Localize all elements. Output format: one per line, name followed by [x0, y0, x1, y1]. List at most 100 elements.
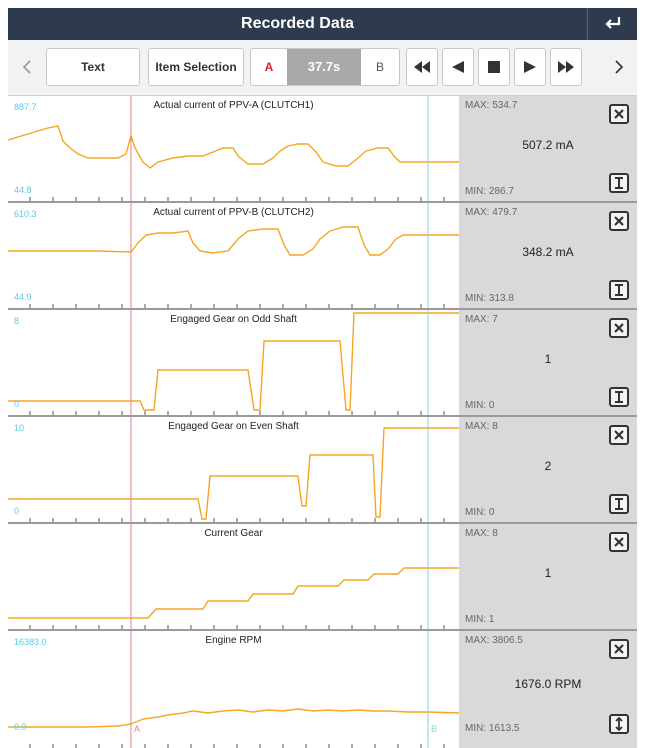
chevron-left-icon	[22, 60, 31, 74]
chart-plot: Current Gear	[8, 524, 459, 629]
value-panel: MAX: 7 1 MIN: 0	[459, 310, 637, 415]
marker-b-label[interactable]: B	[375, 60, 384, 74]
chart-plot: Engaged Gear on Even Shaft 10 0	[8, 417, 459, 522]
axis-max-label: 8	[14, 316, 20, 326]
chart-list: Actual current of PPV-A (CLUTCH1) 887.7 …	[8, 96, 637, 748]
min-value: MIN: 313.8	[465, 293, 514, 304]
expand-vertical-button[interactable]	[609, 714, 629, 734]
trace-chart	[8, 524, 459, 629]
current-value: 507.2 mA	[522, 138, 574, 152]
axis-min-label: 44.8	[14, 185, 32, 195]
axis-min-label: 0	[14, 506, 20, 516]
step-back-button[interactable]	[442, 48, 474, 86]
ab-time-selector[interactable]: A 37.7s B	[250, 48, 400, 86]
max-value: MAX: 479.7	[465, 207, 518, 218]
axis-max-label: 16383.0	[14, 637, 47, 647]
close-icon	[614, 430, 624, 440]
chevron-right-icon	[615, 60, 624, 74]
rewind-button[interactable]	[406, 48, 438, 86]
back-button[interactable]	[587, 8, 637, 40]
current-value: 1	[544, 352, 552, 366]
min-value: MIN: 1	[465, 614, 495, 625]
trace-chart	[8, 310, 459, 415]
stop-icon	[488, 61, 500, 73]
value-panel: MAX: 534.7 507.2 mA MIN: 286.7	[459, 96, 637, 201]
tick-marks	[29, 625, 445, 629]
page-title: Recorded Data	[241, 15, 354, 32]
scroll-left-button[interactable]	[14, 48, 40, 86]
value-panel: MAX: 3806.5 1676.0 RPM MIN: 1613.5	[459, 631, 637, 748]
chart-row: Engaged Gear on Even Shaft 10 0 MAX: 8 2…	[8, 417, 637, 524]
chart-row: Engine RPM 16383.0 0.0 A B MAX: 3806.5 1…	[8, 631, 637, 748]
chart-title: Engine RPM	[205, 635, 262, 646]
value-panel: MAX: 8 2 MIN: 0	[459, 417, 637, 522]
trace-chart	[8, 203, 459, 308]
scroll-right-button[interactable]	[606, 48, 632, 86]
stop-button[interactable]	[478, 48, 510, 86]
min-value: MIN: 1613.5	[465, 723, 520, 734]
title-bar: Recorded Data	[8, 8, 637, 40]
trace-line	[8, 427, 459, 520]
text-button[interactable]: Text	[46, 48, 140, 86]
axis-min-label: 44.9	[14, 292, 32, 302]
axis-max-label: 887.7	[14, 102, 37, 112]
max-value: MAX: 8	[465, 528, 498, 539]
remove-chart-button[interactable]	[609, 318, 629, 338]
trace-line	[8, 567, 459, 619]
close-icon	[614, 216, 624, 226]
close-icon	[614, 109, 624, 119]
min-value: MIN: 0	[465, 400, 495, 411]
remove-chart-button[interactable]	[609, 104, 629, 124]
remove-chart-button[interactable]	[609, 532, 629, 552]
trace-line	[8, 226, 459, 256]
chart-plot: Actual current of PPV-A (CLUTCH1) 887.7 …	[8, 96, 459, 201]
trace-line	[8, 125, 459, 169]
chart-plot: Engine RPM 16383.0 0.0 A B	[8, 631, 459, 748]
chart-plot: Actual current of PPV-B (CLUTCH2) 610.3 …	[8, 203, 459, 308]
max-value: MAX: 3806.5	[465, 635, 523, 646]
scale-button[interactable]	[609, 387, 629, 407]
tick-marks	[29, 744, 445, 748]
trace-line	[8, 312, 459, 411]
chart-title: Current Gear	[204, 528, 263, 539]
chart-plot: Engaged Gear on Odd Shaft 8 0	[8, 310, 459, 415]
axis-max-label: 10	[14, 423, 25, 433]
current-value: 2	[544, 459, 552, 473]
min-value: MIN: 0	[465, 507, 495, 518]
scale-button[interactable]	[609, 173, 629, 193]
chart-title: Actual current of PPV-B (CLUTCH2)	[153, 207, 314, 218]
play-icon	[524, 61, 536, 73]
remove-chart-button[interactable]	[609, 425, 629, 445]
tick-marks	[29, 197, 445, 201]
toolbar: Text Item Selection A 37.7s B	[8, 40, 637, 96]
max-value: MAX: 7	[465, 314, 498, 325]
scale-button[interactable]	[609, 494, 629, 514]
return-arrow-icon	[604, 17, 620, 29]
cursor-a-tag: A	[134, 724, 141, 734]
trace-chart	[8, 417, 459, 522]
scale-icon	[615, 284, 623, 296]
close-icon	[614, 323, 624, 333]
current-value: 1	[544, 566, 552, 580]
play-button[interactable]	[514, 48, 546, 86]
scale-icon	[615, 498, 623, 510]
remove-chart-button[interactable]	[609, 639, 629, 659]
chart-title: Actual current of PPV-A (CLUTCH1)	[153, 100, 314, 111]
close-icon	[614, 537, 624, 547]
chart-title: Engaged Gear on Even Shaft	[168, 421, 299, 432]
chart-title: Engaged Gear on Odd Shaft	[170, 314, 297, 325]
item-selection-button[interactable]: Item Selection	[148, 48, 244, 86]
time-readout: 37.7s	[287, 49, 361, 85]
current-value: 1676.0 RPM	[514, 677, 582, 691]
scale-icon	[615, 177, 623, 189]
current-value: 348.2 mA	[522, 245, 574, 259]
axis-min-label: 0	[14, 399, 20, 409]
marker-a-label[interactable]: A	[264, 60, 274, 74]
scale-button[interactable]	[609, 280, 629, 300]
trace-line	[8, 708, 459, 728]
chart-row: Actual current of PPV-A (CLUTCH1) 887.7 …	[8, 96, 637, 203]
remove-chart-button[interactable]	[609, 211, 629, 231]
fast-forward-button[interactable]	[550, 48, 582, 86]
chart-row: Engaged Gear on Odd Shaft 8 0 MAX: 7 1 M…	[8, 310, 637, 417]
max-value: MAX: 8	[465, 421, 498, 432]
